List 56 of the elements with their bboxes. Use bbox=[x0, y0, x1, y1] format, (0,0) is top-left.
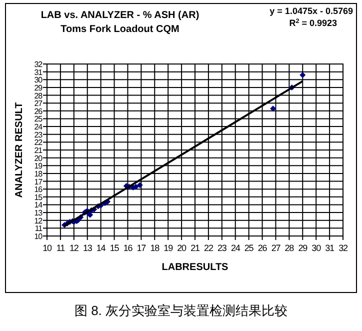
x-tick-label: 12 bbox=[70, 243, 79, 253]
x-tick-label: 11 bbox=[56, 243, 66, 253]
x-tick-label: 10 bbox=[42, 243, 52, 253]
x-tick-label: 19 bbox=[164, 243, 174, 253]
y-tick-label: 32 bbox=[34, 60, 44, 69]
y-tick-label: 27 bbox=[34, 99, 44, 108]
x-tick-label: 24 bbox=[230, 243, 240, 253]
y-tick-label: 12 bbox=[34, 216, 44, 226]
x-tick-label: 16 bbox=[123, 243, 133, 253]
y-tick-label: 20 bbox=[34, 154, 44, 163]
x-tick-label: 31 bbox=[325, 243, 335, 253]
x-tick-label: 30 bbox=[312, 243, 322, 253]
x-tick-label: 28 bbox=[284, 243, 294, 253]
x-tick-label: 17 bbox=[136, 243, 146, 253]
y-tick-label: 22 bbox=[34, 138, 44, 148]
text: R$^{2}$ = 0.9923 bbox=[289, 18, 337, 28]
y-tick-label: 15 bbox=[34, 192, 44, 202]
x-tick-label: 21 bbox=[190, 243, 200, 253]
y-axis-title: ANALYZER RESULT bbox=[14, 102, 25, 198]
y-tick-label: 17 bbox=[34, 177, 44, 186]
x-tick-label: 27 bbox=[271, 243, 281, 253]
x-tick-label: 18 bbox=[150, 243, 160, 253]
y-tick-label: 30 bbox=[34, 76, 44, 85]
y-tick-label: 23 bbox=[34, 130, 44, 140]
y-tick-label: 14 bbox=[34, 200, 44, 210]
caption: 图 8. 灰分实验室与装置检测结果比较 bbox=[74, 303, 288, 318]
y-tick-label: 16 bbox=[34, 185, 44, 194]
y-tick-label: 18 bbox=[34, 169, 44, 178]
y-tick-label: 19 bbox=[34, 162, 44, 171]
x-axis-title: LABRESULTS bbox=[162, 262, 229, 273]
x-tick-label: 15 bbox=[110, 243, 120, 253]
y-tick-label: 24 bbox=[34, 122, 44, 132]
chart-subtitle: Toms Fork Loadout CQM bbox=[60, 24, 180, 35]
point bbox=[270, 106, 276, 112]
x-tick-label: 13 bbox=[82, 243, 92, 253]
text: y = 1.0475x - 0.5769 bbox=[270, 6, 353, 16]
y-tick-label: 29 bbox=[34, 83, 44, 92]
y-tick-label: 11 bbox=[34, 224, 44, 234]
x-tick-label: 29 bbox=[298, 243, 308, 253]
x-tick-label: 32 bbox=[338, 243, 348, 253]
point bbox=[300, 72, 306, 78]
y-tick-label: 25 bbox=[34, 114, 44, 124]
x-tick-label: 14 bbox=[96, 243, 106, 253]
y-tick-label: 26 bbox=[34, 106, 44, 116]
x-tick-label: 22 bbox=[204, 243, 214, 253]
y-tick-label: 10 bbox=[34, 232, 44, 241]
x-tick-label: 25 bbox=[244, 243, 254, 253]
x-tick-label: 23 bbox=[218, 243, 227, 253]
y-tick-label: 13 bbox=[34, 208, 44, 218]
chart-title: LAB vs. ANALYZER - % ASH (AR) bbox=[40, 10, 200, 21]
x-tick-label: 20 bbox=[177, 243, 187, 253]
y-tick-label: 28 bbox=[34, 91, 44, 100]
x-tick-label: 26 bbox=[258, 243, 268, 253]
point bbox=[136, 182, 143, 188]
y-tick-label: 31 bbox=[34, 68, 44, 77]
y-tick-label: 21 bbox=[34, 146, 44, 155]
